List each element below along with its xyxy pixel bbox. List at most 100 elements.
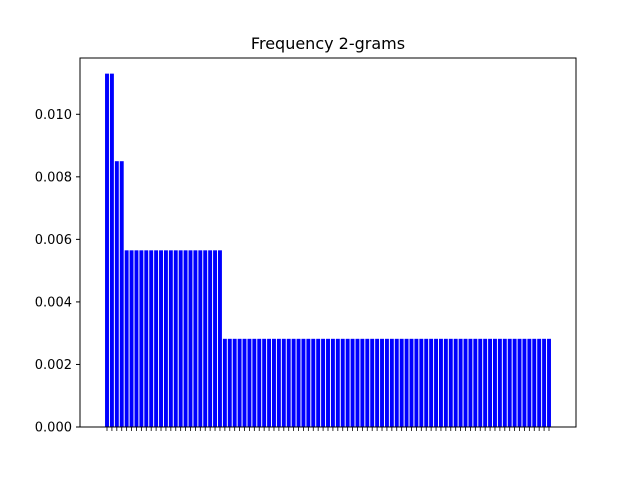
bar — [291, 338, 296, 427]
bar — [247, 338, 252, 427]
bar — [105, 73, 109, 427]
bar — [222, 338, 227, 427]
bar — [493, 338, 497, 427]
bar — [149, 250, 154, 427]
bar — [198, 250, 203, 427]
bar — [134, 250, 139, 427]
bar — [335, 338, 340, 427]
bar — [399, 338, 404, 427]
bar — [517, 338, 522, 427]
bar — [154, 250, 159, 427]
bar — [389, 338, 394, 427]
y-tick-label: 0.004 — [35, 295, 72, 310]
bar — [394, 338, 399, 427]
bar — [424, 338, 429, 427]
bar — [375, 338, 380, 427]
bar — [173, 250, 178, 427]
bar — [208, 250, 213, 427]
bar — [473, 338, 478, 427]
bar — [252, 338, 257, 427]
bar — [414, 338, 419, 427]
bar — [532, 338, 537, 427]
bar — [527, 338, 532, 427]
y-tick-label: 0.010 — [35, 108, 72, 123]
bar — [286, 338, 291, 427]
bar — [478, 338, 483, 427]
bar — [483, 338, 488, 427]
bar — [326, 338, 330, 427]
bar — [213, 250, 218, 427]
bar — [267, 338, 272, 427]
bar — [159, 250, 163, 427]
bar — [384, 338, 389, 427]
bar — [242, 338, 247, 427]
bar — [203, 250, 208, 427]
bar — [404, 338, 409, 427]
bar — [512, 338, 517, 427]
y-tick-label: 0.006 — [35, 233, 72, 248]
bar — [443, 338, 448, 427]
bar — [448, 338, 453, 427]
bar — [227, 338, 232, 427]
y-tick-label: 0.002 — [35, 358, 72, 373]
bar — [232, 338, 237, 427]
bar — [178, 250, 183, 427]
bar — [345, 338, 350, 427]
bar — [124, 250, 129, 427]
bar — [114, 161, 119, 427]
bar — [542, 338, 547, 427]
bar — [276, 338, 281, 427]
bar — [463, 338, 468, 427]
bar — [301, 338, 306, 427]
bar — [144, 250, 149, 427]
bar — [257, 338, 262, 427]
bar — [438, 338, 443, 427]
chart-title: Frequency 2-grams — [251, 34, 405, 53]
bar — [429, 338, 434, 427]
bar — [497, 338, 502, 427]
bar — [311, 338, 316, 427]
bar — [217, 250, 222, 427]
bar — [163, 250, 168, 427]
bar — [188, 250, 193, 427]
bar — [281, 338, 286, 427]
bar — [330, 338, 335, 427]
bar — [355, 338, 360, 427]
bars-group — [105, 73, 551, 427]
bar — [321, 338, 326, 427]
bar — [380, 338, 384, 427]
bar — [458, 338, 463, 427]
y-tick-label: 0.008 — [35, 170, 72, 185]
bar — [360, 338, 365, 427]
bar — [468, 338, 473, 427]
bar — [434, 338, 439, 427]
bar — [168, 250, 173, 427]
bar — [365, 338, 370, 427]
bar — [306, 338, 311, 427]
y-tick-label: 0.000 — [35, 421, 72, 436]
bar — [262, 338, 267, 427]
bar — [129, 250, 134, 427]
bar — [370, 338, 375, 427]
bar — [453, 338, 458, 427]
bar — [547, 338, 551, 427]
bar — [193, 250, 198, 427]
bar — [340, 338, 345, 427]
bar — [419, 338, 424, 427]
bar — [139, 250, 144, 427]
bar — [507, 338, 512, 427]
bar — [537, 338, 542, 427]
bar — [119, 161, 124, 427]
bar — [502, 338, 507, 427]
bar — [272, 338, 276, 427]
plot-frame — [79, 57, 577, 428]
bar — [488, 338, 493, 427]
bar — [316, 338, 321, 427]
bar — [522, 338, 527, 427]
y-axis: 0.000 0.002 0.004 0.006 0.008 0.010 — [35, 108, 80, 436]
bar — [183, 250, 188, 427]
bar — [409, 338, 414, 427]
bar — [296, 338, 301, 427]
x-axis — [106, 427, 550, 431]
